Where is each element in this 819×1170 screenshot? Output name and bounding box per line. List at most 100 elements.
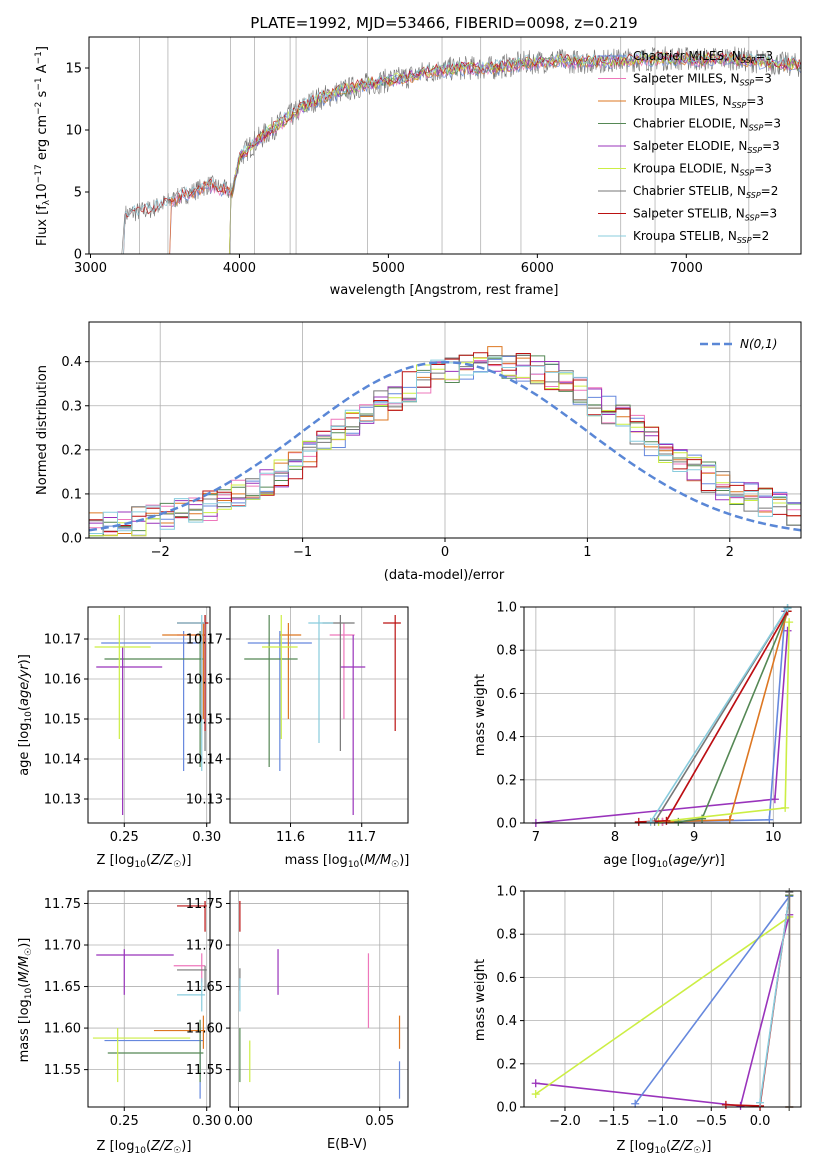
weight-age-line-kroupa_stelib [649,607,789,823]
normal-distribution-curve [88,360,802,532]
mass-ebv-ytick-label: 11.60 [186,1022,223,1037]
weight-age-xtick-label: 9 [690,830,698,845]
residual-histogram-salpeter_stelib [88,352,801,538]
weight-age-ytick-label: 0.6 [496,687,517,702]
weight-age-marker-kroupa_stelib [783,604,792,613]
spectrum-ylabel: Flux [fλ10−17 erg cm−2 s−1 A−1] [34,46,52,246]
mass-vs-ebv-panel: 0.00 0.05 11.55 11.60 11.65 11.70 11.75 [186,890,409,1129]
weight-age-marker-salpeter_elodie [783,626,792,635]
weight-age-ylabel: mass weight [473,674,488,756]
age-mass-ytick-label: 10.16 [186,673,223,688]
weight-age-marker-kroupa_elodie [785,618,794,627]
weight-Z-ytick-label: 0.6 [496,971,517,986]
residuals-ytick-label: 0.4 [61,355,82,370]
legend-label-salpeter_stelib: Salpeter STELIB, NSSP=3 [633,207,777,223]
weight-Z-marker-chabrier_stelib [785,888,794,897]
model-spectrum-salpeter_stelib [121,50,801,254]
mass-vs-metallicity-panel: 0.25 0.30 11.55 11.60 11.65 11.70 11.75 [44,890,221,1129]
age-Z-frame [87,606,211,824]
weight-Z-line-chabrier_miles [634,895,790,1105]
mass-Z-xlabel: Z [log10(Z/Z☉)] [97,1139,192,1156]
age-Z-ytick-label: 10.15 [44,713,81,728]
weight-age-marker-salpeter_stelib [662,816,671,825]
residuals-xlabel: (data-model)/error [384,568,505,583]
weight-age-ytick-label: 1.0 [496,601,517,616]
weight-age-ytick-label: 0.4 [496,730,517,745]
weight-age-marker-kroupa_stelib [646,817,655,826]
spectrum-xtick-label: 5000 [372,261,405,276]
mass-Z-frame [87,890,211,1108]
weight-age-marker-chabrier_miles [765,815,774,824]
legend-label-kroupa_elodie: Kroupa ELODIE, NSSP=3 [633,162,772,178]
model-spectrum-kroupa_stelib [121,50,801,254]
age-Z-ytick-label: 10.16 [44,673,81,688]
age-vs-mass-panel: 11.6 11.7 10.13 10.14 10.15 10.16 10.17 [186,606,409,845]
weight-age-marker-chabrier_elodie [698,814,707,823]
residuals-xtick-label: 1 [583,545,591,560]
mass-Z-ytick-label: 11.55 [44,1063,81,1078]
age-Z-xtick-label: 0.25 [110,830,139,845]
spectrum-panel: 3000 4000 5000 6000 7000 0 5 10 15 Chabrier MILES… [65,36,802,276]
legend-label-normal: N(0,1) [740,337,777,351]
legend-label-chabrier_elodie: Chabrier ELODIE, NSSP=3 [633,117,781,133]
age-Z-ytick-label: 10.17 [44,633,81,648]
weight-Z-xtick-label: 0.0 [750,1114,771,1129]
residuals-ylabel: Normed distribution [35,365,50,495]
weight-Z-ytick-label: 0.8 [496,928,517,943]
mass-ebv-ytick-label: 11.55 [186,1063,223,1078]
weight-Z-marker-chabrier_miles [631,1099,640,1108]
mass-ebv-frame [229,890,409,1108]
mass-Z-ytick-label: 11.60 [44,1022,81,1037]
residuals-ytick-label: 0.1 [61,487,82,502]
age-mass-ytick-label: 10.14 [186,753,223,768]
mass-ebv-ytick-label: 11.70 [186,939,223,954]
residuals-ytick-label: 0.2 [61,443,82,458]
weight-age-frame [523,606,802,824]
age-mass-ytick-label: 10.17 [186,633,223,648]
age-mass-ytick-label: 10.13 [186,793,223,808]
mass-ylabel: mass [log10(M/M☉)] [17,938,34,1063]
weight-age-marker-salpeter_elodie [770,795,779,804]
spectrum-xtick-label: 7000 [670,261,703,276]
age-Z-xtick-label: 0.30 [192,830,221,845]
mass-ebv-xtick-label: 0.00 [224,1114,253,1129]
legend-label-salpeter_elodie: Salpeter ELODIE, NSSP=3 [633,139,780,155]
weight-age-ytick-label: 0.0 [496,817,517,832]
weight-age-marker-kroupa_miles [725,815,734,824]
model-spectrum-kroupa_miles [167,53,801,254]
residuals-xtick-label: −2 [151,545,170,560]
mass-ebv-ytick-label: 11.75 [186,897,223,912]
age-Z-ytick-label: 10.13 [44,793,81,808]
residual-series-group [88,346,801,538]
weight-Z-marker-salpeter_elodie [531,1079,540,1088]
weight-Z-xlabel: Z [log10(Z/Z☉)] [617,1139,712,1156]
mass-Z-ytick-label: 11.70 [44,939,81,954]
weight-age-xlabel: age [log10(age/yr)] [603,853,725,870]
residuals-ytick-label: 0.0 [61,532,82,547]
weight-Z-line-kroupa_elodie [535,916,790,1095]
residuals-xtick-label: 2 [726,545,734,560]
weight-Z-xtick-label: −2.0 [549,1114,581,1129]
weight-Z-marker-salpeter_stelib [721,1100,730,1109]
weight-Z-ytick-label: 0.2 [496,1057,517,1072]
mass-Z-ytick-label: 11.65 [44,980,81,995]
spectrum-ytick-label: 10 [65,124,82,139]
age-Z-xlabel: Z [log10(Z/Z☉)] [97,853,192,870]
mass-Z-xtick-label: 0.25 [110,1114,139,1129]
weight-age-line-salpeter_elodie [535,630,789,824]
legend-label-chabrier_stelib: Chabrier STELIB, NSSP=2 [633,184,778,200]
weight-Z-ylabel: mass weight [473,959,488,1041]
residuals-xtick-label: −1 [293,545,312,560]
weight-vs-age-panel: 7 8 9 10 0.0 0.2 0.4 0.6 0.8 1.0 [496,601,802,845]
weight-Z-line-kroupa_stelib [759,895,791,1103]
weight-Z-marker-kroupa_stelib [756,1098,765,1107]
ebv-xlabel: E(B-V) [327,1137,367,1152]
residuals-ytick-label: 0.3 [61,399,82,414]
spectrum-xtick-label: 3000 [74,261,107,276]
age-mass-xlabel: mass [log10(M/M☉)] [285,853,410,870]
weight-age-marker-kroupa_elodie [781,803,790,812]
weight-Z-ytick-label: 0.0 [496,1101,517,1116]
spectrum-title: PLATE=1992, MJD=53466, FIBERID=0098, z=0… [250,14,637,32]
age-mass-xtick-label: 11.7 [347,830,376,845]
